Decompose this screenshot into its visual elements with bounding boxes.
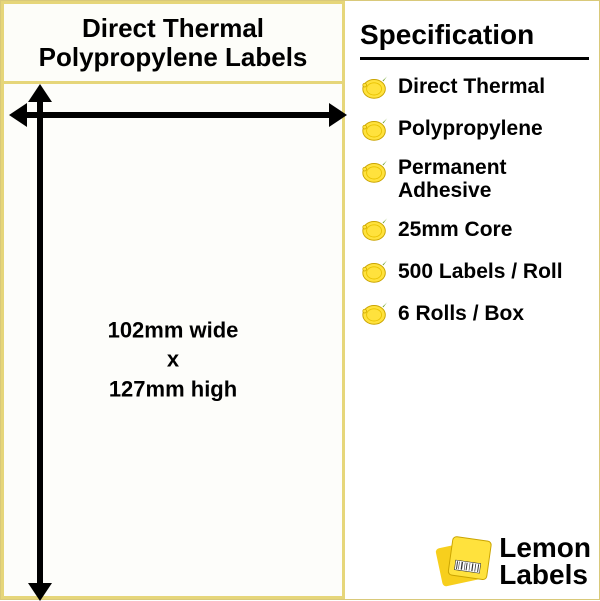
spec-item-label: 6 Rolls / Box <box>398 302 524 325</box>
dimension-diagram: 102mm wide x 127mm high <box>1 84 345 599</box>
spec-item: Direct Thermal <box>360 72 589 102</box>
lemon-icon <box>360 114 390 144</box>
product-title: Direct Thermal Polypropylene Labels <box>1 1 345 84</box>
brand-name: Lemon Labels <box>499 535 591 588</box>
spec-list: Direct Thermal Polypropylene Permanent A… <box>360 72 589 589</box>
spec-item-label: 25mm Core <box>398 218 512 241</box>
spec-panel: Specification Direct Thermal Polypropyle… <box>346 1 599 599</box>
lemon-label-logo <box>431 531 493 593</box>
spec-item-label: 500 Labels / Roll <box>398 260 563 283</box>
product-card: Direct Thermal Polypropylene Labels 102m… <box>0 0 600 600</box>
spec-item-label: Polypropylene <box>398 117 543 140</box>
dim-height: 127mm high <box>108 374 239 404</box>
spec-item-label: Direct Thermal <box>398 75 545 98</box>
spec-item: 25mm Core <box>360 214 589 244</box>
spec-item: 6 Rolls / Box <box>360 298 589 328</box>
dim-width: 102mm wide <box>108 315 239 345</box>
lemon-icon <box>360 256 390 286</box>
spec-item: Polypropylene <box>360 114 589 144</box>
dimensions-text: 102mm wide x 127mm high <box>108 315 239 404</box>
lemon-icon <box>360 214 390 244</box>
brand-badge: Lemon Labels <box>431 531 591 593</box>
lemon-icon <box>360 72 390 102</box>
spec-heading: Specification <box>360 19 589 60</box>
lemon-icon <box>360 298 390 328</box>
spec-item: 500 Labels / Roll <box>360 256 589 286</box>
spec-item: Permanent Adhesive <box>360 156 589 202</box>
brand-line2: Labels <box>499 562 591 589</box>
dim-sep: x <box>108 345 239 375</box>
height-arrow <box>37 98 43 587</box>
lemon-icon <box>360 156 390 186</box>
spec-item-label: Permanent Adhesive <box>398 156 589 202</box>
left-panel: Direct Thermal Polypropylene Labels 102m… <box>1 1 346 599</box>
width-arrow <box>23 112 333 118</box>
